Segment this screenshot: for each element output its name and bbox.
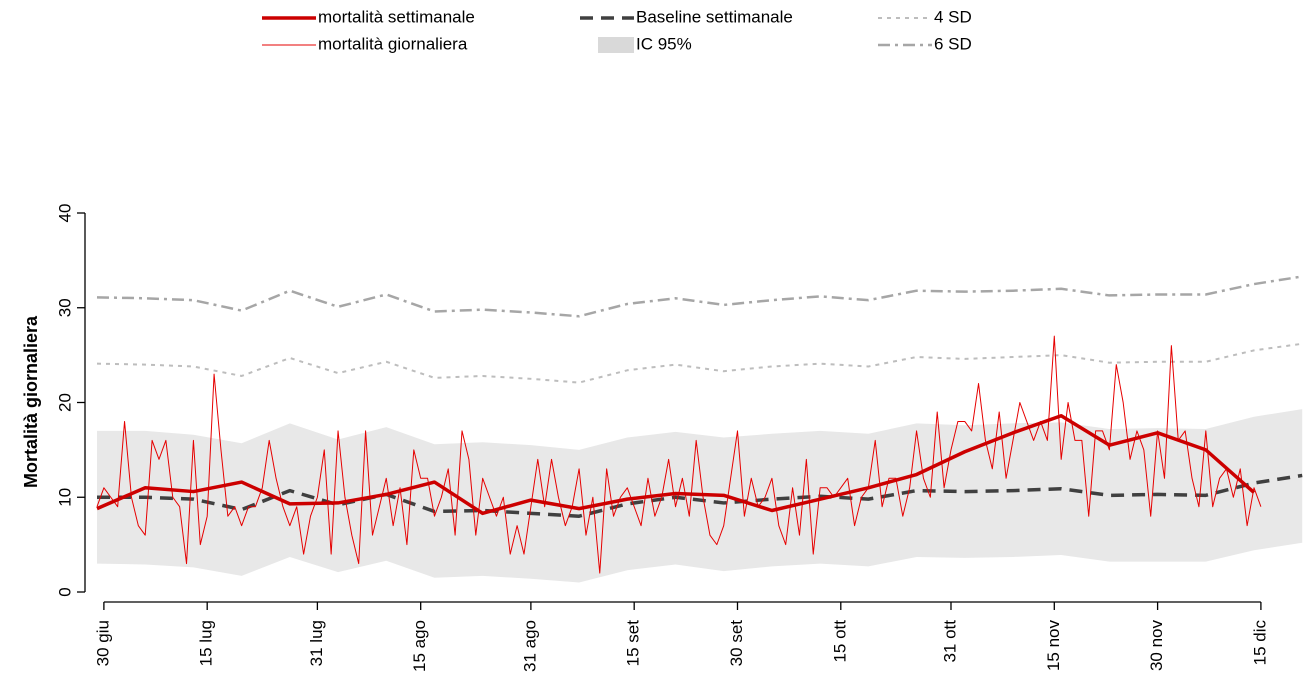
legend-label: mortalità settimanale bbox=[318, 7, 475, 26]
x-tick-label: 15 ott bbox=[830, 620, 849, 663]
x-tick-label: 31 ago bbox=[520, 620, 539, 672]
x-tick-label: 30 set bbox=[727, 620, 746, 667]
y-tick-label: 10 bbox=[55, 488, 74, 507]
x-tick-label: 15 set bbox=[624, 620, 643, 667]
legend-label: mortalità giornaliera bbox=[318, 34, 468, 53]
x-tick-label: 15 lug bbox=[197, 620, 216, 666]
series-line bbox=[96, 414, 1256, 516]
series-line bbox=[96, 275, 1303, 318]
x-tick-label: 30 giu bbox=[93, 620, 112, 666]
y-axis-label: Mortalità giornaliera bbox=[21, 315, 41, 488]
y-tick-label: 0 bbox=[55, 587, 74, 596]
legend-label: IC 95% bbox=[636, 34, 692, 53]
x-tick-label: 30 nov bbox=[1147, 620, 1166, 672]
legend-label: 6 SD bbox=[934, 34, 972, 53]
legend-label: 4 SD bbox=[934, 7, 972, 26]
x-tick-label: 31 ott bbox=[940, 620, 959, 663]
x-tick-label: 15 dic bbox=[1250, 620, 1269, 666]
y-tick-label: 40 bbox=[55, 204, 74, 223]
series-line bbox=[97, 473, 1303, 518]
legend-swatch bbox=[598, 37, 634, 53]
y-tick-label: 20 bbox=[55, 393, 74, 412]
series-line bbox=[96, 342, 1303, 384]
x-tick-label: 15 ago bbox=[410, 620, 429, 672]
legend-label: Baseline settimanale bbox=[636, 7, 793, 26]
x-tick-label: 15 nov bbox=[1044, 620, 1063, 672]
y-tick-label: 30 bbox=[55, 298, 74, 317]
x-tick-label: 31 lug bbox=[307, 620, 326, 666]
